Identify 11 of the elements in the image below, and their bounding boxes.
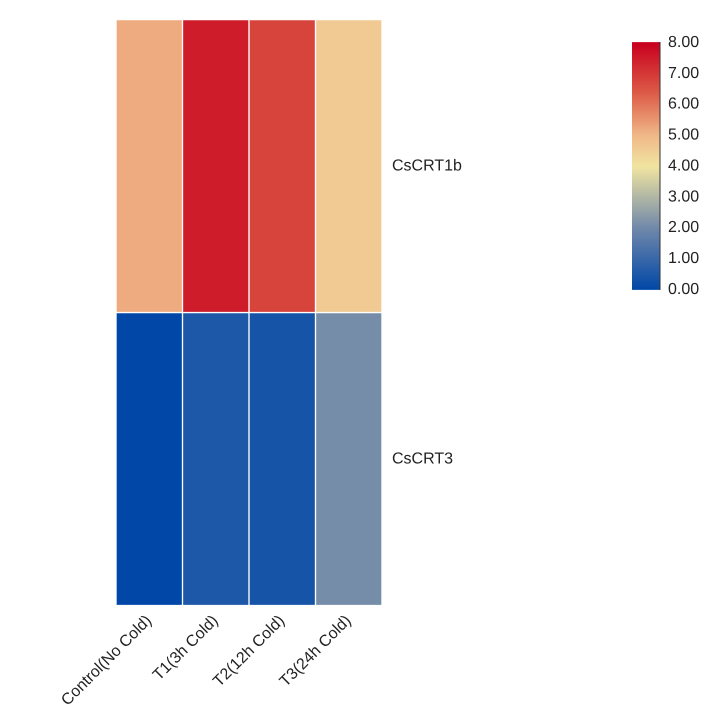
color-bar-label: 8.00	[668, 34, 700, 52]
color-bar-label: 3.00	[668, 188, 700, 206]
color-bar-label: 4.00	[668, 157, 700, 174]
y-tick-label: CsCRT3	[392, 450, 454, 468]
color-bar-label: 5.00	[668, 126, 700, 144]
color-bar-label: 6.00	[668, 96, 700, 113]
color-bar-label: 2.00	[668, 219, 700, 236]
color-bar-label: 1.00	[668, 250, 700, 267]
y-tick-label: CsCRT1b	[392, 157, 462, 174]
color-bar-label: 7.00	[668, 64, 700, 82]
color-bar-label: 0.00	[668, 280, 700, 298]
